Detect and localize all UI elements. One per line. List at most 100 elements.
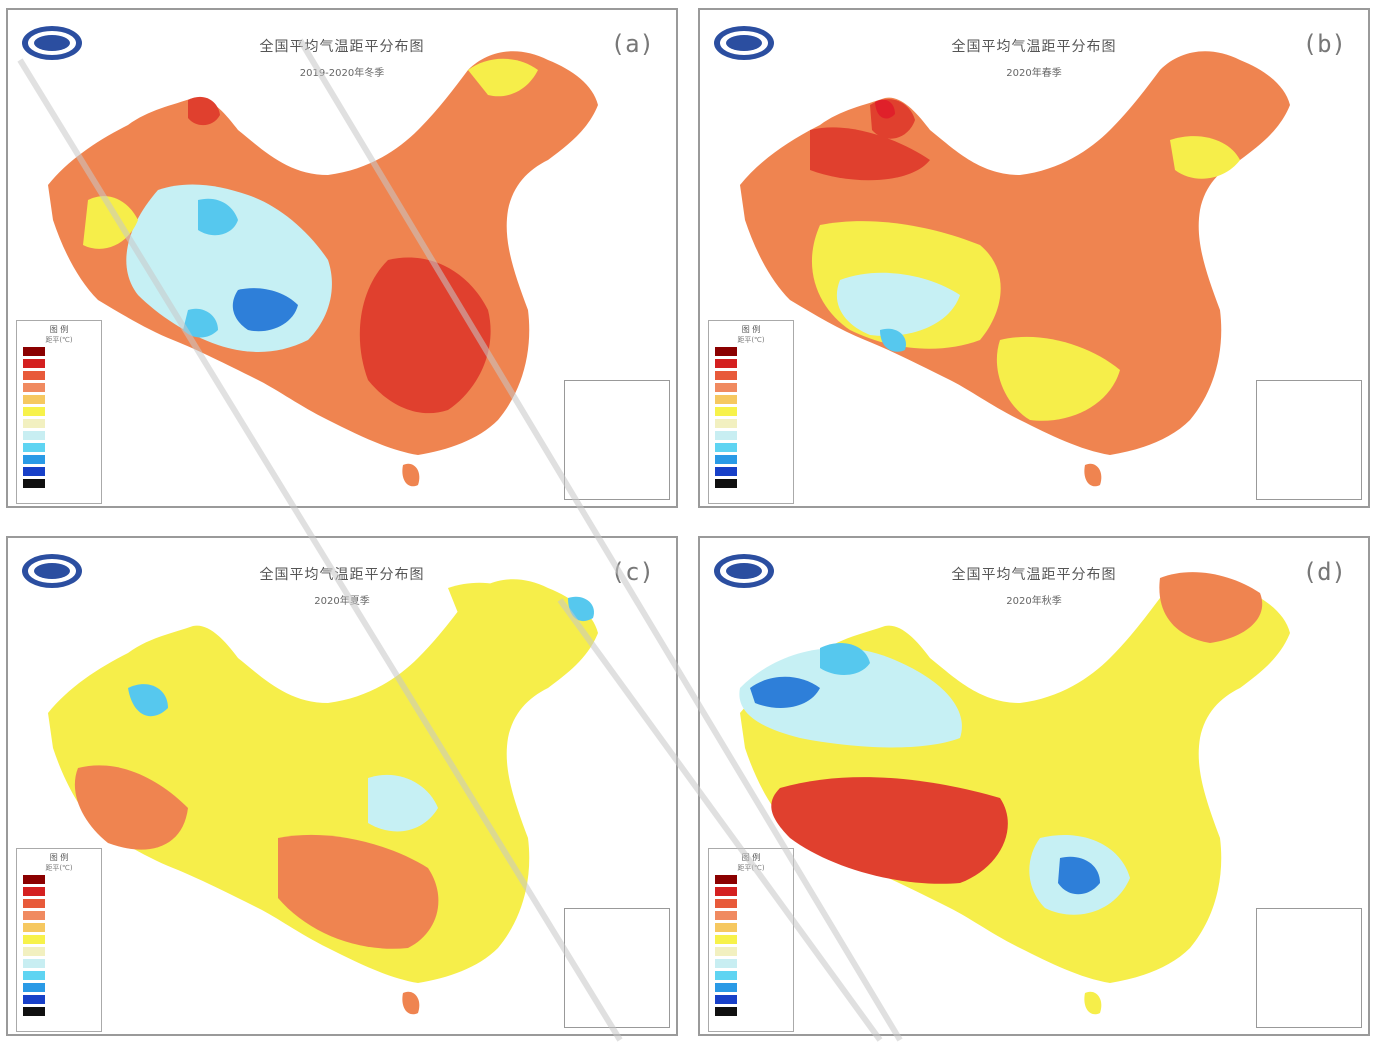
legend-swatch <box>23 381 101 393</box>
legend-color-box <box>715 418 737 428</box>
legend-swatch <box>23 957 101 969</box>
legend-title: 图 例 <box>49 853 69 862</box>
map-panel-b: 全国平均气温距平分布图 2020年春季 (b) 图 例 距平(℃) <box>698 8 1370 508</box>
legend-color-box <box>23 982 45 992</box>
legend-swatch <box>23 981 101 993</box>
legend-color-box <box>23 346 45 356</box>
legend-swatch <box>715 933 793 945</box>
legend-color-box <box>715 382 737 392</box>
legend-color-box <box>23 430 45 440</box>
legend-unit: 距平(℃) <box>737 864 765 872</box>
legend-swatch <box>715 945 793 957</box>
south-china-sea-inset <box>564 380 670 500</box>
legend-swatch <box>715 417 793 429</box>
legend-color-box <box>23 898 45 908</box>
legend-color-box <box>715 454 737 464</box>
legend-color-box <box>715 886 737 896</box>
legend-swatch <box>23 969 101 981</box>
legend-color-box <box>715 406 737 416</box>
legend-title: 图 例 <box>741 853 761 862</box>
legend-swatch <box>23 345 101 357</box>
cma-logo-icon <box>22 26 82 60</box>
legend-color-box <box>23 370 45 380</box>
legend-title: 图 例 <box>49 325 69 334</box>
legend-swatch <box>23 369 101 381</box>
legend-swatch <box>23 945 101 957</box>
legend-swatch <box>23 441 101 453</box>
legend-swatch <box>715 405 793 417</box>
legend-swatch <box>23 429 101 441</box>
legend-swatch <box>23 873 101 885</box>
panel-subtitle: 2020年春季 <box>1006 68 1062 79</box>
legend-color-box <box>23 922 45 932</box>
legend-color-box <box>715 478 737 488</box>
legend-color-box <box>715 430 737 440</box>
map-panel-c: 全国平均气温距平分布图 2020年夏季 (c) 图 例 距平(℃) <box>6 536 678 1036</box>
legend-color-box <box>23 970 45 980</box>
legend-color-box <box>23 886 45 896</box>
legend-color-box <box>715 922 737 932</box>
legend-color-box <box>23 418 45 428</box>
legend-swatch <box>23 357 101 369</box>
legend-swatch <box>23 993 101 1005</box>
legend-title: 图 例 <box>741 325 761 334</box>
legend-color-box <box>23 934 45 944</box>
legend-color-box <box>715 874 737 884</box>
legend-color-box <box>715 982 737 992</box>
legend-color-box <box>715 994 737 1004</box>
legend-swatch <box>23 1005 101 1017</box>
legend-color-box <box>23 910 45 920</box>
legend-swatch <box>715 957 793 969</box>
legend-swatch <box>715 909 793 921</box>
legend-color-box <box>715 898 737 908</box>
legend-swatch <box>23 477 101 489</box>
panel-label: (d) <box>1302 558 1346 586</box>
legend-color-box <box>23 406 45 416</box>
legend-swatch <box>715 357 793 369</box>
south-china-sea-inset <box>1256 380 1362 500</box>
legend-color-box <box>715 970 737 980</box>
legend-swatch <box>715 969 793 981</box>
legend: 图 例 距平(℃) <box>708 848 794 1032</box>
map-panel-a: 全国平均气温距平分布图 2019-2020年冬季 (a) 图 例 距平(℃) <box>6 8 678 508</box>
panel-subtitle: 2019-2020年冬季 <box>299 68 385 79</box>
legend-color-box <box>715 394 737 404</box>
panel-subtitle: 2020年夏季 <box>314 596 370 607</box>
legend: 图 例 距平(℃) <box>16 848 102 1032</box>
legend-swatch <box>715 885 793 897</box>
legend-swatch <box>715 897 793 909</box>
panel-title: 全国平均气温距平分布图 <box>951 39 1117 55</box>
legend-swatch <box>23 465 101 477</box>
legend-color-box <box>715 1006 737 1016</box>
panel-title: 全国平均气温距平分布图 <box>259 567 425 583</box>
legend-color-box <box>23 382 45 392</box>
legend-color-box <box>23 442 45 452</box>
legend-color-box <box>23 874 45 884</box>
legend-color-box <box>23 478 45 488</box>
legend-color-box <box>23 466 45 476</box>
legend-swatch <box>23 933 101 945</box>
legend-swatch <box>23 393 101 405</box>
legend-color-box <box>23 394 45 404</box>
legend-swatch <box>23 921 101 933</box>
legend-swatch <box>715 921 793 933</box>
panel-subtitle: 2020年秋季 <box>1006 596 1062 607</box>
panel-label: (a) <box>610 30 654 58</box>
legend-swatch <box>23 453 101 465</box>
legend-swatches <box>17 873 101 1017</box>
legend-swatch <box>715 477 793 489</box>
legend-swatch <box>715 369 793 381</box>
legend-unit: 距平(℃) <box>737 336 765 344</box>
legend-swatch <box>715 429 793 441</box>
legend-unit: 距平(℃) <box>45 336 73 344</box>
legend-color-box <box>23 958 45 968</box>
legend: 图 例 距平(℃) <box>708 320 794 504</box>
legend-swatch <box>715 393 793 405</box>
south-china-sea-inset <box>564 908 670 1028</box>
legend-swatch <box>715 1005 793 1017</box>
legend-swatch <box>23 897 101 909</box>
legend-swatches <box>17 345 101 489</box>
legend-swatch <box>23 885 101 897</box>
legend-color-box <box>715 370 737 380</box>
legend-swatch <box>715 345 793 357</box>
